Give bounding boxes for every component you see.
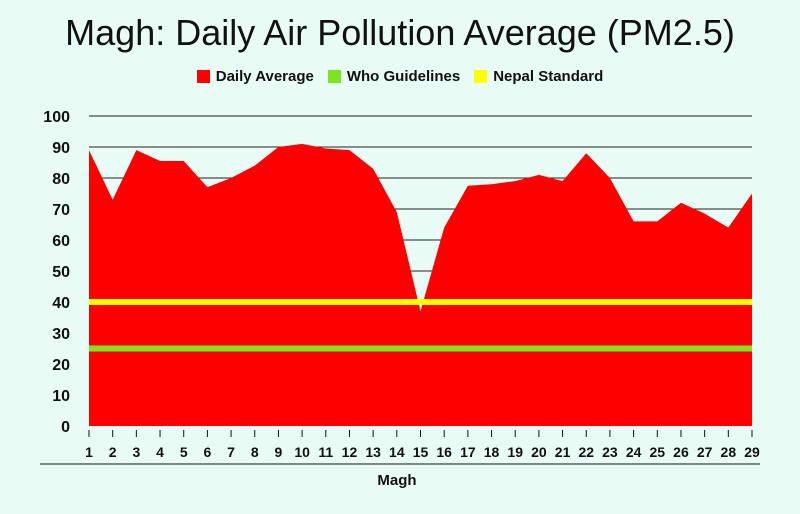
x-tick-label-24: 24: [626, 444, 642, 460]
area-layer: [88, 143, 753, 426]
y-axis-ticks: 0 10 20 30 40 50 60 70 80 90 100: [43, 109, 70, 436]
y-tick-label-40: 40: [52, 295, 70, 312]
x-tick-label-21: 21: [555, 444, 571, 460]
x-tick-label-9: 9: [275, 444, 283, 460]
reference-lines: [89, 299, 752, 352]
x-tick-label-25: 25: [649, 444, 665, 460]
legend-item-who-guidelines: Who Guidelines: [327, 68, 461, 85]
x-tick-label-11: 11: [318, 444, 333, 460]
x-tick-label-12: 12: [342, 444, 358, 460]
x-tick-label-2: 2: [109, 444, 117, 460]
legend-swatch-who-guidelines: [327, 70, 341, 83]
legend-swatch-nepal-standard: [474, 70, 488, 83]
legend-item-daily-average: Daily Average: [196, 68, 314, 85]
x-tick-label-27: 27: [697, 444, 713, 460]
x-tick-label-18: 18: [484, 444, 500, 460]
chart-title: Magh: Daily Air Pollution Average (PM2.5…: [65, 12, 735, 53]
x-tick-label-7: 7: [227, 444, 235, 460]
x-tick-label-28: 28: [721, 444, 737, 460]
x-tick-label-20: 20: [531, 444, 547, 460]
legend-label-nepal-standard: Nepal Standard: [493, 68, 604, 85]
y-tick-label-20: 20: [52, 357, 70, 374]
x-tick-label-3: 3: [132, 444, 140, 460]
legend-swatch-daily-average: [196, 70, 210, 83]
legend-item-nepal-standard: Nepal Standard: [474, 68, 603, 85]
y-tick-label-10: 10: [52, 388, 70, 405]
y-tick-label-60: 60: [52, 233, 70, 250]
x-tick-label-6: 6: [203, 444, 211, 460]
y-tick-label-80: 80: [52, 171, 70, 188]
x-tick-label-14: 14: [389, 444, 405, 460]
x-tick-label-10: 10: [294, 444, 310, 460]
x-axis-ticks: 1 2 3 4 5 6 7 8 9 10 11 12 13 14 15 16 17 18 19 20 21 22 23 24 2…: [85, 430, 760, 460]
x-tick-label-5: 5: [180, 444, 188, 460]
x-tick-label-8: 8: [251, 444, 259, 460]
y-tick-label-0: 0: [61, 419, 70, 436]
y-tick-label-70: 70: [52, 202, 70, 219]
x-tick-label-4: 4: [156, 444, 164, 460]
y-tick-label-30: 30: [52, 326, 70, 343]
area-daily-average: [89, 143, 752, 426]
x-tick-label-23: 23: [602, 444, 618, 460]
legend: Daily Average Who Guidelines Nepal Stand…: [0, 68, 800, 85]
legend-label-daily-average: Daily Average: [215, 68, 314, 85]
y-tick-label-50: 50: [52, 264, 70, 281]
x-tick-label-26: 26: [673, 444, 689, 460]
x-tick-label-17: 17: [460, 444, 476, 460]
x-axis-label: Magh: [377, 472, 416, 489]
y-tick-label-100: 100: [43, 109, 70, 126]
y-tick-label-90: 90: [52, 140, 70, 157]
x-tick-label-19: 19: [507, 444, 523, 460]
x-tick-label-15: 15: [413, 444, 429, 460]
x-tick-label-22: 22: [578, 444, 594, 460]
x-tick-label-1: 1: [85, 444, 93, 460]
legend-label-who-guidelines: Who Guidelines: [346, 68, 461, 85]
x-tick-label-16: 16: [436, 444, 452, 460]
x-tick-label-29: 29: [744, 444, 760, 460]
x-tick-label-13: 13: [365, 444, 381, 460]
